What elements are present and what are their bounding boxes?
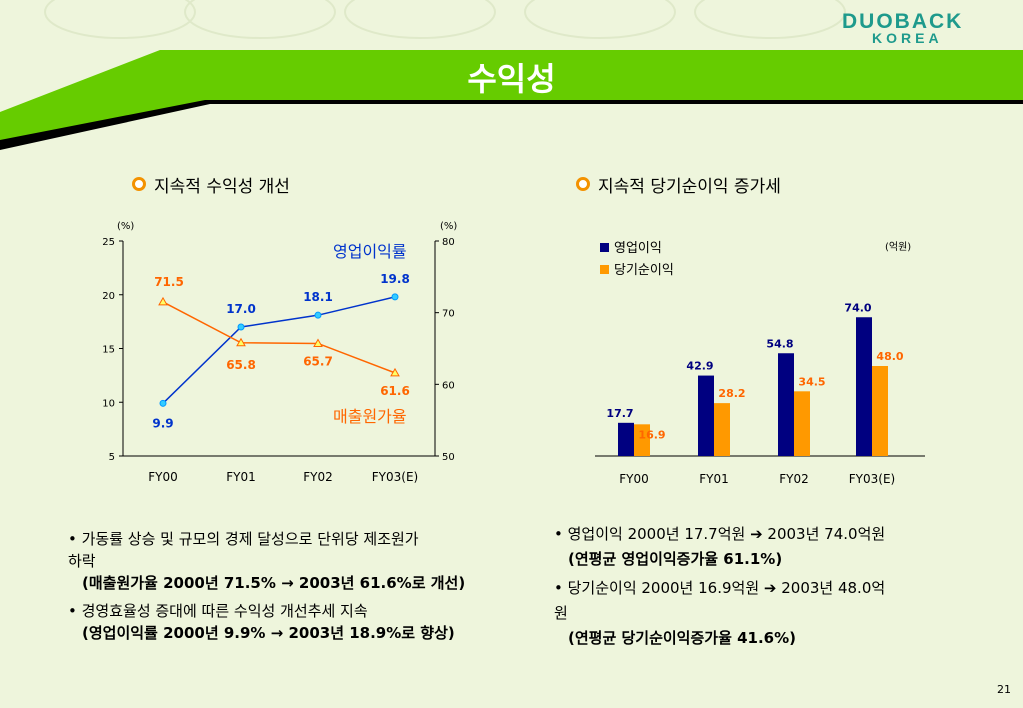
left-axis-unit: (%) bbox=[117, 221, 134, 232]
data-point bbox=[236, 337, 246, 347]
data-label: 54.8 bbox=[766, 337, 793, 350]
x-tick-label: FY00 bbox=[148, 470, 178, 484]
left-bullets: • 가동률 상승 및 규모의 경제 달성으로 단위당 제조원가 하락 (매출원가… bbox=[68, 528, 528, 644]
right-axis-unit: (%) bbox=[440, 221, 457, 232]
left-section-heading: 지속적 수익성 개선 bbox=[132, 172, 290, 197]
data-point bbox=[391, 293, 399, 301]
x-tick-label: FY01 bbox=[699, 472, 729, 486]
right-bullet-2-line3: (연평균 당기순이익증가율 41.6%) bbox=[568, 629, 796, 647]
data-point bbox=[237, 323, 245, 331]
right-bullet-1-line2: (연평균 영업이익증가율 61.1%) bbox=[568, 550, 783, 568]
data-label: 65.7 bbox=[303, 354, 333, 368]
data-point bbox=[159, 399, 167, 407]
series-line bbox=[162, 301, 396, 374]
data-label: 42.9 bbox=[686, 360, 713, 373]
right-bullet-1-line1: • 영업이익 2000년 17.7억원 ➔ 2003년 74.0억원 bbox=[554, 525, 886, 543]
bar-chart: 영업이익 당기순이익 (억원) FY00 FY01 FY02 FY03(E) 17.7 4… bbox=[595, 241, 925, 486]
x-tick-label: FY03(E) bbox=[849, 472, 895, 486]
left-tick-label: 10 bbox=[102, 398, 115, 409]
right-tick-label: 50 bbox=[442, 452, 455, 463]
right-section-heading: 지속적 당기순이익 증가세 bbox=[576, 172, 781, 197]
data-label: 71.5 bbox=[154, 275, 184, 289]
right-bullets: • 영업이익 2000년 17.7억원 ➔ 2003년 74.0억원 (연평균 … bbox=[554, 522, 974, 651]
right-heading-text: 지속적 당기순이익 증가세 bbox=[598, 177, 781, 197]
right-tick-label: 80 bbox=[442, 237, 455, 248]
circle-bullet-icon bbox=[132, 177, 146, 191]
left-bullet-1-line3: (매출원가율 2000년 71.5% → 2003년 61.6%로 개선) bbox=[82, 574, 466, 592]
bar bbox=[634, 424, 650, 456]
data-label: 28.2 bbox=[718, 387, 745, 400]
data-label: 19.8 bbox=[380, 272, 410, 286]
left-tick-label: 20 bbox=[102, 291, 115, 302]
series-label-cost-ratio: 매출원가율 bbox=[333, 407, 407, 426]
bar bbox=[698, 375, 714, 456]
bar-chart-unit: (억원) bbox=[885, 241, 911, 253]
data-label: 61.6 bbox=[380, 384, 410, 398]
x-tick-label: FY02 bbox=[303, 470, 333, 484]
data-point bbox=[390, 367, 400, 377]
data-label: 17.7 bbox=[606, 407, 633, 420]
bar bbox=[714, 403, 730, 456]
page-title: 수익성 bbox=[467, 60, 556, 98]
bar bbox=[856, 317, 872, 456]
left-heading-text: 지속적 수익성 개선 bbox=[154, 177, 290, 197]
page-number: 21 bbox=[997, 683, 1011, 696]
series-line bbox=[162, 296, 396, 404]
data-label: 16.9 bbox=[638, 428, 665, 441]
x-tick-label: FY01 bbox=[226, 470, 256, 484]
data-point bbox=[158, 296, 168, 306]
header-graphic bbox=[0, 0, 1023, 150]
left-bullet-1-line1: • 가동률 상승 및 규모의 경제 달성으로 단위당 제조원가 bbox=[68, 530, 419, 548]
data-label: 34.5 bbox=[798, 375, 825, 388]
data-label: 48.0 bbox=[876, 350, 903, 363]
bar bbox=[872, 366, 888, 456]
right-tick-label: 60 bbox=[442, 380, 455, 391]
x-tick-label: FY03(E) bbox=[372, 470, 418, 484]
left-tick-label: 25 bbox=[102, 237, 115, 248]
left-bullet-2-line2: (영업이익률 2000년 9.9% → 2003년 18.9%로 향상) bbox=[82, 624, 455, 642]
data-label: 9.9 bbox=[152, 416, 173, 430]
logo-wordmark: DUOBACK bbox=[842, 10, 964, 33]
data-label: 65.8 bbox=[226, 358, 256, 372]
series-label-operating-margin: 영업이익률 bbox=[333, 242, 407, 261]
legend-swatch-net-income bbox=[600, 265, 609, 274]
bar bbox=[778, 353, 794, 456]
data-label: 18.1 bbox=[303, 290, 333, 304]
bar bbox=[618, 422, 634, 456]
slide-header bbox=[0, 0, 1023, 150]
data-label: 74.0 bbox=[844, 301, 871, 314]
data-point bbox=[313, 338, 323, 347]
right-bullet-2-line2: 원 bbox=[554, 604, 568, 622]
line-chart: (%) (%) 5 10 15 20 25 50 60 70 80 FY00 FY01 FY02 FY0… bbox=[102, 221, 457, 484]
logo-subtitle: KOREA bbox=[872, 30, 943, 46]
data-point bbox=[314, 311, 322, 319]
legend-operating-profit: 영업이익 bbox=[614, 241, 662, 256]
legend-net-income: 당기순이익 bbox=[614, 263, 674, 278]
circle-bullet-icon bbox=[576, 177, 590, 191]
data-label: 17.0 bbox=[226, 302, 256, 316]
right-bullet-2-line1: • 당기순이익 2000년 16.9억원 ➔ 2003년 48.0억 bbox=[554, 579, 886, 597]
legend-swatch-operating-profit bbox=[600, 243, 609, 252]
right-tick-label: 70 bbox=[442, 309, 455, 320]
x-tick-label: FY00 bbox=[619, 472, 649, 486]
left-tick-label: 15 bbox=[102, 345, 115, 356]
left-bullet-1-line2: 하락 bbox=[68, 552, 96, 570]
left-tick-label: 5 bbox=[109, 452, 115, 463]
x-tick-label: FY02 bbox=[779, 472, 809, 486]
left-bullet-2-line1: • 경영효율성 증대에 따른 수익성 개선추세 지속 bbox=[68, 602, 368, 620]
bar bbox=[794, 391, 810, 456]
